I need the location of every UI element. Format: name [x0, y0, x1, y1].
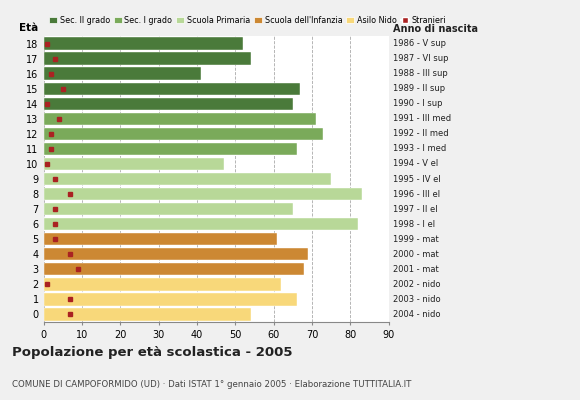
Bar	[44, 188, 362, 200]
Text: 1991 - III med: 1991 - III med	[393, 114, 451, 123]
Text: 2001 - mat: 2001 - mat	[393, 265, 439, 274]
Bar	[44, 158, 224, 170]
Text: Età: Età	[19, 23, 39, 33]
Text: 1990 - I sup: 1990 - I sup	[393, 99, 443, 108]
Bar	[44, 113, 316, 125]
Bar	[44, 293, 296, 306]
Text: COMUNE DI CAMPOFORMIDO (UD) · Dati ISTAT 1° gennaio 2005 · Elaborazione TUTTITAL: COMUNE DI CAMPOFORMIDO (UD) · Dati ISTAT…	[12, 380, 411, 389]
Text: 1988 - III sup: 1988 - III sup	[393, 69, 448, 78]
Bar	[44, 263, 304, 276]
Bar	[44, 233, 277, 245]
Bar	[44, 218, 358, 230]
Bar	[44, 82, 300, 95]
Bar	[44, 173, 331, 185]
Text: 1987 - VI sup: 1987 - VI sup	[393, 54, 449, 63]
Bar	[44, 308, 251, 321]
Bar	[44, 128, 324, 140]
Text: 1993 - I med: 1993 - I med	[393, 144, 447, 153]
Text: 1995 - IV el: 1995 - IV el	[393, 174, 441, 184]
Text: 1992 - II med: 1992 - II med	[393, 129, 449, 138]
Text: 1996 - III el: 1996 - III el	[393, 190, 440, 198]
Bar	[44, 37, 243, 50]
Text: 2000 - mat: 2000 - mat	[393, 250, 439, 259]
Text: Popolazione per età scolastica - 2005: Popolazione per età scolastica - 2005	[12, 346, 292, 359]
Text: Anno di nascita: Anno di nascita	[393, 24, 478, 34]
Text: 1998 - I el: 1998 - I el	[393, 220, 436, 229]
Text: 2002 - nido: 2002 - nido	[393, 280, 441, 289]
Text: 1989 - II sup: 1989 - II sup	[393, 84, 445, 93]
Bar	[44, 248, 308, 260]
Bar	[44, 278, 281, 290]
Text: 1999 - mat: 1999 - mat	[393, 235, 439, 244]
Bar	[44, 203, 293, 215]
Bar	[44, 143, 296, 155]
Text: 1994 - V el: 1994 - V el	[393, 160, 438, 168]
Bar	[44, 52, 251, 65]
Legend: Sec. II grado, Sec. I grado, Scuola Primaria, Scuola dell'Infanzia, Asilo Nido, : Sec. II grado, Sec. I grado, Scuola Prim…	[48, 14, 447, 26]
Text: 1997 - II el: 1997 - II el	[393, 205, 438, 214]
Bar	[44, 98, 293, 110]
Text: 2004 - nido: 2004 - nido	[393, 310, 441, 319]
Bar	[44, 68, 201, 80]
Text: 1986 - V sup: 1986 - V sup	[393, 39, 446, 48]
Text: 2003 - nido: 2003 - nido	[393, 295, 441, 304]
